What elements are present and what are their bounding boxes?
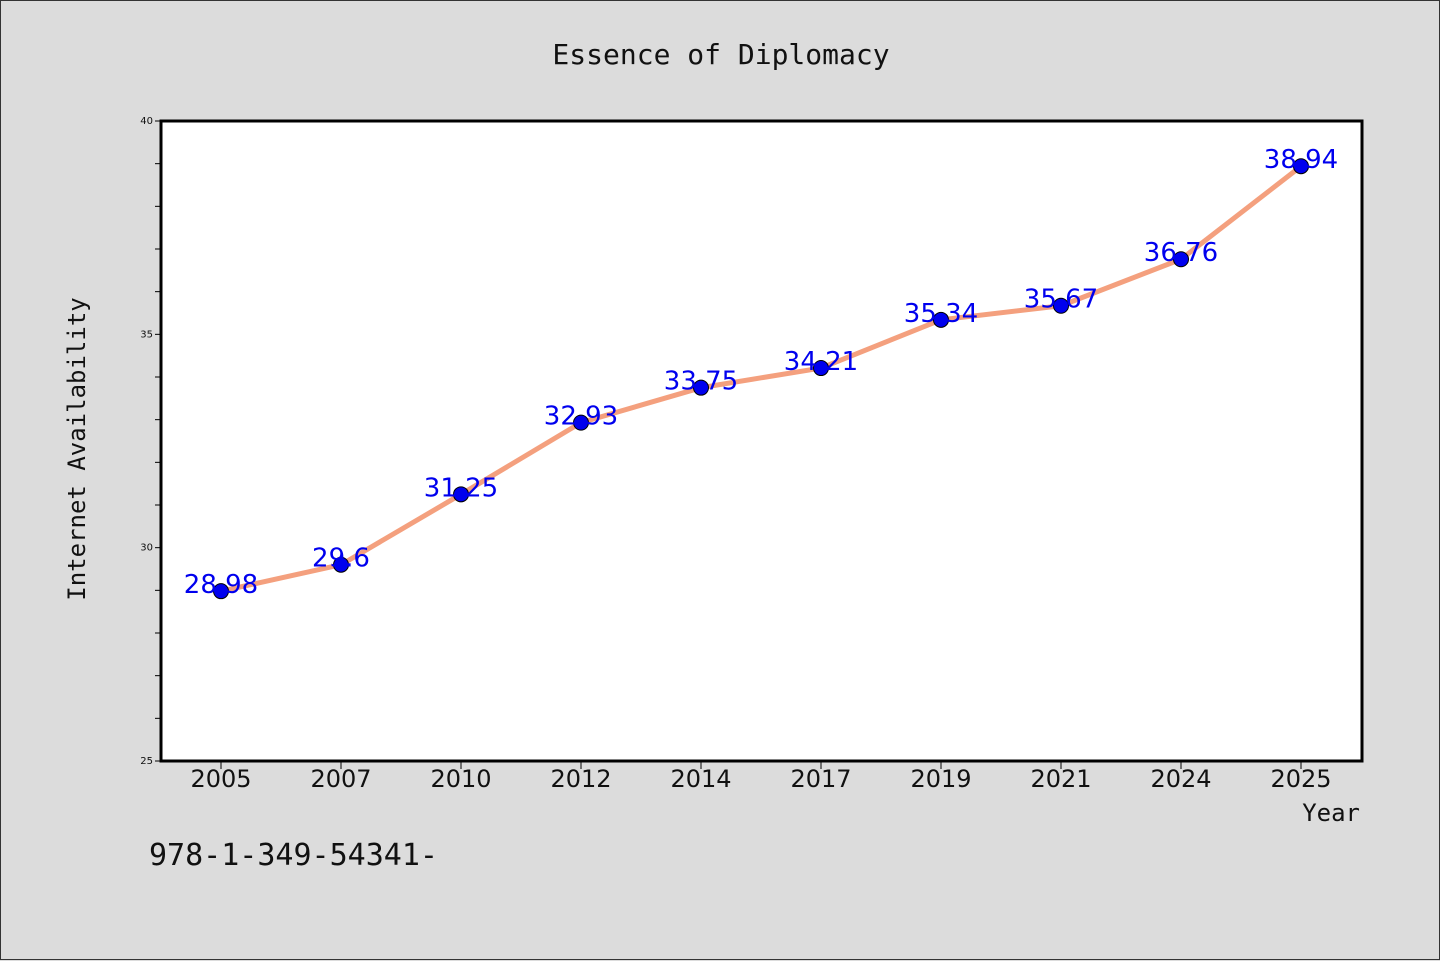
- x-tick-label: 2021: [1030, 765, 1091, 793]
- data-label: 33.75: [664, 367, 738, 397]
- chart-title: Essence of Diplomacy: [552, 38, 889, 71]
- y-axis: 25 30 35 40: [140, 116, 161, 767]
- data-point: [933, 311, 949, 328]
- footer-text: 978-1-349-54341-: [149, 838, 438, 873]
- x-tick-label: 2014: [670, 765, 731, 793]
- data-label: 28.98: [184, 570, 258, 600]
- data-point: [453, 486, 469, 503]
- data-point: [1173, 251, 1189, 268]
- data-label: 36.76: [1144, 238, 1218, 268]
- x-tick-label: 2010: [430, 765, 491, 793]
- x-tick-label: 2024: [1150, 765, 1211, 793]
- data-label: 29.6: [312, 544, 370, 574]
- x-tick-label: 2019: [910, 765, 971, 793]
- data-label: 38.94: [1264, 145, 1338, 175]
- y-tick-label: 25: [140, 756, 153, 767]
- data-label: 35.34: [904, 299, 978, 329]
- data-point: [813, 360, 829, 377]
- data-point: [573, 414, 589, 431]
- series-layer: 28.98 29.6 31.25 32.93 33.75 34.21 35.34 35.67 3…: [184, 145, 1338, 600]
- data-point: [213, 583, 229, 600]
- data-label: 32.93: [544, 402, 618, 432]
- x-axis-label: Year: [1302, 799, 1360, 827]
- data-label: 34.21: [784, 347, 858, 377]
- y-tick-label: 35: [140, 329, 153, 340]
- x-tick-label: 2025: [1270, 765, 1331, 793]
- x-axis: 2005 2007 2010 2012 2014 2017 2019 2021 2024 2025: [190, 761, 1332, 793]
- data-point: [1293, 158, 1309, 175]
- plot-area: [159, 119, 1364, 763]
- x-tick-label: 2007: [310, 765, 371, 793]
- y-axis-label: Internet Availability: [63, 297, 91, 600]
- x-tick-label: 2005: [190, 765, 251, 793]
- data-label: 35.67: [1024, 285, 1098, 315]
- x-tick-label: 2012: [550, 765, 611, 793]
- y-tick-label: 30: [140, 543, 153, 554]
- data-point: [693, 379, 709, 396]
- data-label: 31.25: [424, 473, 498, 503]
- x-tick-label: 2017: [790, 765, 851, 793]
- data-point: [333, 556, 349, 573]
- series-line: [218, 163, 1304, 594]
- y-tick-label: 40: [140, 116, 153, 127]
- data-point: [1053, 297, 1069, 314]
